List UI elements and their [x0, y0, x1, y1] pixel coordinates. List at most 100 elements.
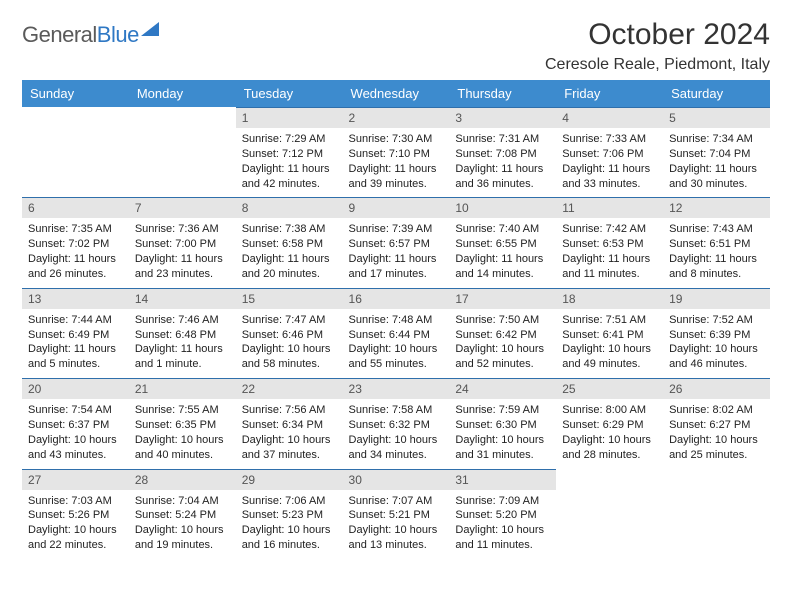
calendar-week-row: 20Sunrise: 7:54 AMSunset: 6:37 PMDayligh… — [22, 378, 770, 468]
sunrise-text: Sunrise: 8:02 AM — [669, 403, 764, 418]
sunset-text: Sunset: 6:57 PM — [349, 237, 444, 252]
calendar-day-cell: 7Sunrise: 7:36 AMSunset: 7:00 PMDaylight… — [129, 197, 236, 287]
day-details: Sunrise: 7:33 AMSunset: 7:06 PMDaylight:… — [556, 128, 663, 197]
sunset-text: Sunset: 6:35 PM — [135, 418, 230, 433]
day-number: 27 — [22, 469, 129, 490]
calendar-day-cell: 20Sunrise: 7:54 AMSunset: 6:37 PMDayligh… — [22, 378, 129, 468]
sunrise-text: Sunrise: 7:31 AM — [455, 132, 550, 147]
sunrise-text: Sunrise: 7:30 AM — [349, 132, 444, 147]
calendar-day-cell: 13Sunrise: 7:44 AMSunset: 6:49 PMDayligh… — [22, 288, 129, 378]
daylight-text: Daylight: 11 hours and 36 minutes. — [455, 162, 550, 192]
calendar-week-row: ..1Sunrise: 7:29 AMSunset: 7:12 PMDaylig… — [22, 107, 770, 197]
logo-triangle-icon — [141, 22, 159, 36]
calendar-week-row: 27Sunrise: 7:03 AMSunset: 5:26 PMDayligh… — [22, 469, 770, 559]
day-details: Sunrise: 7:46 AMSunset: 6:48 PMDaylight:… — [129, 309, 236, 378]
day-details: Sunrise: 7:30 AMSunset: 7:10 PMDaylight:… — [343, 128, 450, 197]
sunset-text: Sunset: 5:24 PM — [135, 508, 230, 523]
daylight-text: Daylight: 10 hours and 31 minutes. — [455, 433, 550, 463]
calendar-day-cell: 30Sunrise: 7:07 AMSunset: 5:21 PMDayligh… — [343, 469, 450, 559]
calendar-day-cell: 24Sunrise: 7:59 AMSunset: 6:30 PMDayligh… — [449, 378, 556, 468]
day-details: Sunrise: 7:36 AMSunset: 7:00 PMDaylight:… — [129, 218, 236, 287]
sunset-text: Sunset: 6:42 PM — [455, 328, 550, 343]
sunrise-text: Sunrise: 7:38 AM — [242, 222, 337, 237]
sunset-text: Sunset: 6:53 PM — [562, 237, 657, 252]
calendar-day-cell: . — [663, 469, 770, 559]
sunset-text: Sunset: 7:10 PM — [349, 147, 444, 162]
day-number: 11 — [556, 197, 663, 218]
sunrise-text: Sunrise: 7:07 AM — [349, 494, 444, 509]
day-details: Sunrise: 7:29 AMSunset: 7:12 PMDaylight:… — [236, 128, 343, 197]
sunrise-text: Sunrise: 7:56 AM — [242, 403, 337, 418]
sunrise-text: Sunrise: 7:44 AM — [28, 313, 123, 328]
daylight-text: Daylight: 11 hours and 20 minutes. — [242, 252, 337, 282]
calendar-day-cell: 4Sunrise: 7:33 AMSunset: 7:06 PMDaylight… — [556, 107, 663, 197]
calendar-day-cell: 9Sunrise: 7:39 AMSunset: 6:57 PMDaylight… — [343, 197, 450, 287]
logo-text: GeneralBlue — [22, 22, 139, 48]
day-details: Sunrise: 7:58 AMSunset: 6:32 PMDaylight:… — [343, 399, 450, 468]
day-number: 3 — [449, 107, 556, 128]
sunrise-text: Sunrise: 7:47 AM — [242, 313, 337, 328]
day-details: Sunrise: 7:31 AMSunset: 7:08 PMDaylight:… — [449, 128, 556, 197]
sunset-text: Sunset: 7:02 PM — [28, 237, 123, 252]
day-details: Sunrise: 7:50 AMSunset: 6:42 PMDaylight:… — [449, 309, 556, 378]
day-number: 26 — [663, 378, 770, 399]
day-details: Sunrise: 7:52 AMSunset: 6:39 PMDaylight:… — [663, 309, 770, 378]
day-details: Sunrise: 7:56 AMSunset: 6:34 PMDaylight:… — [236, 399, 343, 468]
calendar-day-cell: 21Sunrise: 7:55 AMSunset: 6:35 PMDayligh… — [129, 378, 236, 468]
day-details: Sunrise: 7:42 AMSunset: 6:53 PMDaylight:… — [556, 218, 663, 287]
sunrise-text: Sunrise: 7:58 AM — [349, 403, 444, 418]
day-number: 1 — [236, 107, 343, 128]
daylight-text: Daylight: 11 hours and 26 minutes. — [28, 252, 123, 282]
calendar-day-cell: 15Sunrise: 7:47 AMSunset: 6:46 PMDayligh… — [236, 288, 343, 378]
daylight-text: Daylight: 10 hours and 37 minutes. — [242, 433, 337, 463]
daylight-text: Daylight: 10 hours and 11 minutes. — [455, 523, 550, 553]
sunset-text: Sunset: 5:26 PM — [28, 508, 123, 523]
day-details: Sunrise: 7:07 AMSunset: 5:21 PMDaylight:… — [343, 490, 450, 559]
sunset-text: Sunset: 7:06 PM — [562, 147, 657, 162]
calendar-day-cell: 31Sunrise: 7:09 AMSunset: 5:20 PMDayligh… — [449, 469, 556, 559]
day-details: Sunrise: 7:40 AMSunset: 6:55 PMDaylight:… — [449, 218, 556, 287]
sunrise-text: Sunrise: 7:54 AM — [28, 403, 123, 418]
sunset-text: Sunset: 6:39 PM — [669, 328, 764, 343]
calendar-day-cell: 28Sunrise: 7:04 AMSunset: 5:24 PMDayligh… — [129, 469, 236, 559]
weekday-header-row: Sunday Monday Tuesday Wednesday Thursday… — [22, 80, 770, 107]
sunset-text: Sunset: 7:00 PM — [135, 237, 230, 252]
sunrise-text: Sunrise: 7:04 AM — [135, 494, 230, 509]
day-number: 24 — [449, 378, 556, 399]
calendar-day-cell: 1Sunrise: 7:29 AMSunset: 7:12 PMDaylight… — [236, 107, 343, 197]
daylight-text: Daylight: 11 hours and 8 minutes. — [669, 252, 764, 282]
sunrise-text: Sunrise: 7:52 AM — [669, 313, 764, 328]
daylight-text: Daylight: 11 hours and 33 minutes. — [562, 162, 657, 192]
day-details: Sunrise: 7:55 AMSunset: 6:35 PMDaylight:… — [129, 399, 236, 468]
daylight-text: Daylight: 10 hours and 19 minutes. — [135, 523, 230, 553]
sunrise-text: Sunrise: 7:43 AM — [669, 222, 764, 237]
logo-text-blue: Blue — [97, 22, 139, 47]
day-number: 5 — [663, 107, 770, 128]
calendar-day-cell: 29Sunrise: 7:06 AMSunset: 5:23 PMDayligh… — [236, 469, 343, 559]
sunset-text: Sunset: 5:21 PM — [349, 508, 444, 523]
sunset-text: Sunset: 6:51 PM — [669, 237, 764, 252]
calendar-day-cell: . — [129, 107, 236, 197]
weekday-header: Sunday — [22, 80, 129, 107]
day-details: Sunrise: 7:43 AMSunset: 6:51 PMDaylight:… — [663, 218, 770, 287]
calendar-day-cell: 5Sunrise: 7:34 AMSunset: 7:04 PMDaylight… — [663, 107, 770, 197]
month-title: October 2024 — [545, 18, 770, 52]
logo-text-gray: General — [22, 22, 97, 47]
sunrise-text: Sunrise: 7:50 AM — [455, 313, 550, 328]
day-number: 4 — [556, 107, 663, 128]
day-details: Sunrise: 7:39 AMSunset: 6:57 PMDaylight:… — [343, 218, 450, 287]
day-number: 31 — [449, 469, 556, 490]
sunset-text: Sunset: 7:04 PM — [669, 147, 764, 162]
daylight-text: Daylight: 10 hours and 22 minutes. — [28, 523, 123, 553]
calendar-day-cell: 25Sunrise: 8:00 AMSunset: 6:29 PMDayligh… — [556, 378, 663, 468]
calendar-day-cell: 10Sunrise: 7:40 AMSunset: 6:55 PMDayligh… — [449, 197, 556, 287]
calendar-day-cell: 14Sunrise: 7:46 AMSunset: 6:48 PMDayligh… — [129, 288, 236, 378]
sunrise-text: Sunrise: 7:40 AM — [455, 222, 550, 237]
daylight-text: Daylight: 10 hours and 58 minutes. — [242, 342, 337, 372]
sunset-text: Sunset: 6:30 PM — [455, 418, 550, 433]
daylight-text: Daylight: 11 hours and 42 minutes. — [242, 162, 337, 192]
sunset-text: Sunset: 6:48 PM — [135, 328, 230, 343]
day-details: Sunrise: 7:47 AMSunset: 6:46 PMDaylight:… — [236, 309, 343, 378]
weekday-header: Thursday — [449, 80, 556, 107]
day-details: Sunrise: 7:51 AMSunset: 6:41 PMDaylight:… — [556, 309, 663, 378]
